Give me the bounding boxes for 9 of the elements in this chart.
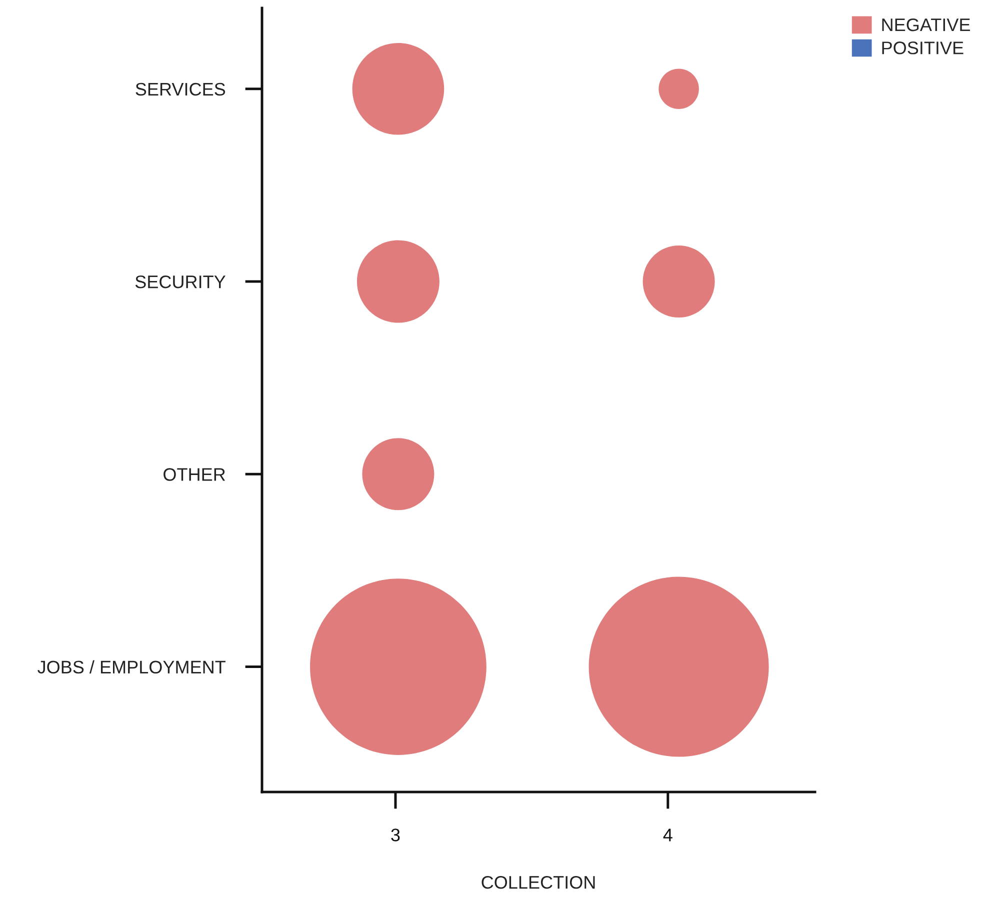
y-tick-label: JOBS / EMPLOYMENT (38, 660, 226, 674)
x-tick-label: 4 (663, 828, 672, 842)
legend-label: NEGATIVE (882, 18, 970, 32)
legend-label: POSITIVE (882, 42, 964, 54)
x-tick-label: 3 (391, 828, 400, 842)
x-axis-title: COLLECTION (482, 876, 595, 889)
y-tick-label: SECURITY (135, 275, 226, 288)
y-tick-label: SERVICES (136, 82, 226, 96)
y-tick-label: OTHER (164, 468, 226, 481)
